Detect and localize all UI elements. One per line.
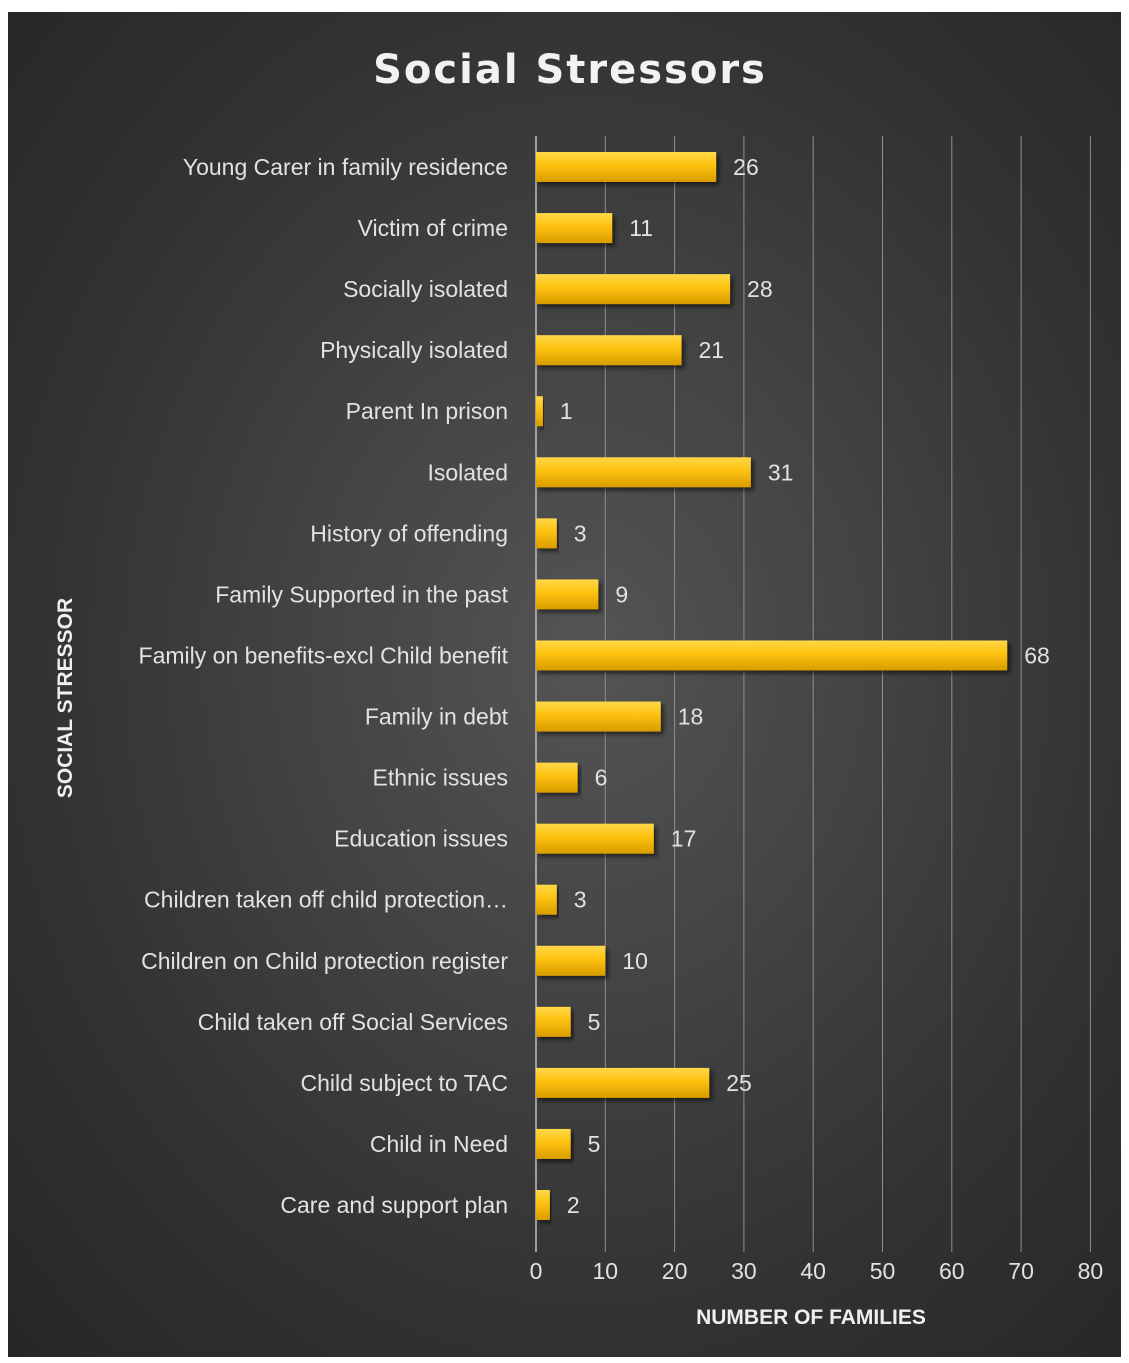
category-label: Family in debt: [365, 704, 509, 730]
x-tick-label: 50: [870, 1258, 896, 1284]
bar: [536, 1128, 571, 1159]
category-label: Child taken off Social Services: [198, 1009, 508, 1035]
bar: [536, 274, 731, 305]
data-label: 6: [595, 765, 608, 791]
category-label: Physically isolated: [320, 337, 508, 363]
x-tick-label: 30: [731, 1258, 757, 1284]
data-label: 10: [622, 948, 648, 974]
data-label: 18: [678, 704, 704, 730]
category-label: Young Carer in family residence: [183, 154, 508, 180]
data-label: 11: [629, 215, 653, 241]
category-label: Parent In prison: [346, 398, 508, 424]
bar: [536, 823, 654, 854]
x-axis-ticks: 0 10 20 30 40 50 60 70 80: [530, 1258, 1104, 1284]
category-label: History of offending: [310, 520, 508, 546]
bar: [536, 945, 606, 976]
bar: [536, 518, 557, 549]
category-label: Care and support plan: [280, 1192, 508, 1218]
bar: [536, 1190, 550, 1221]
bar: [536, 213, 613, 244]
category-label: Family Supported in the past: [215, 581, 508, 607]
bar: [536, 701, 661, 732]
bars: [536, 152, 1008, 1221]
category-label: Socially isolated: [343, 276, 508, 302]
bar: [536, 335, 682, 366]
data-label: 25: [726, 1070, 752, 1096]
data-label: 21: [699, 337, 725, 363]
bar: [536, 579, 599, 610]
category-label: Child in Need: [370, 1131, 508, 1157]
data-label: 3: [574, 887, 587, 913]
gridlines: [535, 136, 1091, 1252]
x-tick-label: 0: [530, 1258, 543, 1284]
bar: [536, 396, 543, 427]
category-label: Children on Child protection register: [141, 948, 508, 974]
data-label: 5: [588, 1009, 601, 1035]
data-label: 5: [588, 1131, 601, 1157]
x-tick-label: 40: [800, 1258, 826, 1284]
category-labels: Young Carer in family residence Victim of…: [139, 154, 509, 1218]
bar: [536, 1006, 571, 1037]
bar: [536, 884, 557, 915]
value-labels: 26 11 28 21 1 31 3 9 68 18 6 17 3 10 5 25 5 2: [560, 154, 1050, 1218]
data-label: 2: [567, 1192, 580, 1218]
category-label: Family on benefits-excl Child benefit: [139, 642, 509, 668]
chart-title: Social Stressors: [373, 47, 767, 93]
category-label: Child subject to TAC: [300, 1070, 508, 1096]
bar: [536, 762, 578, 793]
x-tick-label: 80: [1078, 1258, 1104, 1284]
data-label: 28: [747, 276, 773, 302]
data-label: 31: [768, 459, 794, 485]
social-stressors-chart: Social Stressors Young Carer in family r…: [54, 47, 1104, 1329]
x-tick-label: 70: [1008, 1258, 1034, 1284]
x-axis-title: NUMBER OF FAMILIES: [696, 1306, 926, 1329]
category-label: Children taken off child protection…: [144, 887, 508, 913]
y-axis-title: SOCIAL STRESSOR: [54, 598, 77, 798]
bar: [536, 152, 717, 182]
bar: [536, 640, 1008, 671]
data-label: 3: [574, 520, 587, 546]
category-label: Victim of crime: [358, 215, 508, 241]
data-label: 68: [1024, 642, 1050, 668]
x-tick-label: 60: [939, 1258, 965, 1284]
data-label: 17: [671, 826, 697, 852]
x-tick-label: 20: [662, 1258, 688, 1284]
category-label: Ethnic issues: [372, 765, 508, 791]
category-label: Education issues: [334, 826, 508, 852]
bar: [536, 457, 751, 488]
data-label: 9: [615, 581, 628, 607]
category-label: Isolated: [427, 459, 508, 485]
bar: [536, 1067, 710, 1098]
data-label: 26: [733, 154, 759, 180]
x-tick-label: 10: [593, 1258, 619, 1284]
chart-frame: Social Stressors Young Carer in family r…: [8, 12, 1121, 1357]
data-label: 1: [560, 398, 573, 424]
